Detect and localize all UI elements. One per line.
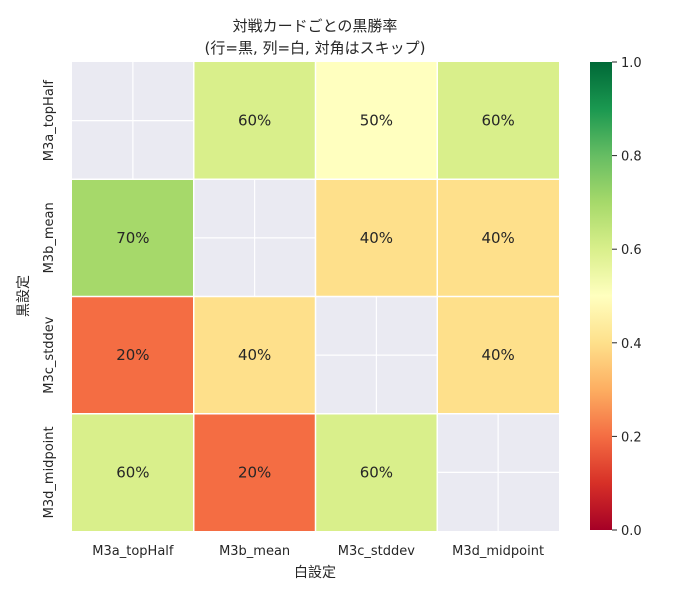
cell-value-label: 20% <box>238 463 271 481</box>
heatmap-cells: 60% 50% 60% 70% 40% 40% 20% 40% 40% 60% 20% 60% <box>72 62 559 531</box>
x-axis-label: 白設定 <box>294 565 336 581</box>
cell-value-label: 60% <box>238 112 271 130</box>
heatmap-cell <box>315 179 438 297</box>
colorbar-tick-label: 0.2 <box>621 430 642 445</box>
y-tick-labels: M3a_topHalf M3b_mean M3c_stddev M3d_midpoin… <box>42 80 57 519</box>
heatmap-cell <box>193 296 316 414</box>
colorbar-ticks: 0.0 0.2 0.4 0.6 0.8 1.0 <box>612 56 642 539</box>
x-tick-label: M3d_midpoint <box>452 544 544 559</box>
cell-value-label: 40% <box>481 346 514 364</box>
heatmap-cell <box>315 62 438 180</box>
cell-value-label: 60% <box>360 463 393 481</box>
cell-value-label: 40% <box>481 229 514 247</box>
y-tick-label: M3c_stddev <box>42 316 57 394</box>
chart-title: 対戦カードごとの黒勝率 <box>233 17 398 35</box>
heatmap-cell <box>72 413 194 531</box>
y-axis-label: 黒設定 <box>16 275 32 317</box>
cell-value-label: 40% <box>360 229 393 247</box>
cell-value-label: 60% <box>481 112 514 130</box>
cell-value-label: 20% <box>116 346 149 364</box>
y-tick-label: M3b_mean <box>42 202 57 273</box>
cell-value-label: 50% <box>360 112 393 130</box>
chart-subtitle: (行=黒, 列=白, 対角はスキップ) <box>205 39 426 57</box>
heatmap-cell <box>315 413 438 531</box>
colorbar-tick-label: 0.4 <box>621 337 642 352</box>
cell-value-label: 70% <box>116 229 149 247</box>
colorbar-tick-label: 0.8 <box>621 150 642 165</box>
colorbar-tick-label: 0.6 <box>621 243 642 258</box>
heatmap-cell <box>193 413 316 531</box>
colorbar <box>590 62 612 530</box>
cell-value-label: 40% <box>238 346 271 364</box>
colorbar-tick-label: 0.0 <box>621 524 642 539</box>
y-tick-label: M3a_topHalf <box>42 80 57 162</box>
x-tick-label: M3c_stddev <box>338 544 416 559</box>
x-tick-label: M3a_topHalf <box>92 544 174 559</box>
heatmap-cell <box>72 179 194 297</box>
x-tick-label: M3b_mean <box>219 544 290 559</box>
heatmap-cell <box>72 296 194 414</box>
x-tick-labels: M3a_topHalf M3b_mean M3c_stddev M3d_midpoin… <box>92 544 544 559</box>
heatmap-cell <box>437 179 559 297</box>
heatmap-cell <box>193 62 316 180</box>
y-tick-label: M3d_midpoint <box>42 426 57 518</box>
heatmap-cell <box>437 62 559 180</box>
heatmap-cell <box>437 296 559 414</box>
cell-value-label: 60% <box>116 463 149 481</box>
colorbar-tick-label: 1.0 <box>621 56 642 71</box>
